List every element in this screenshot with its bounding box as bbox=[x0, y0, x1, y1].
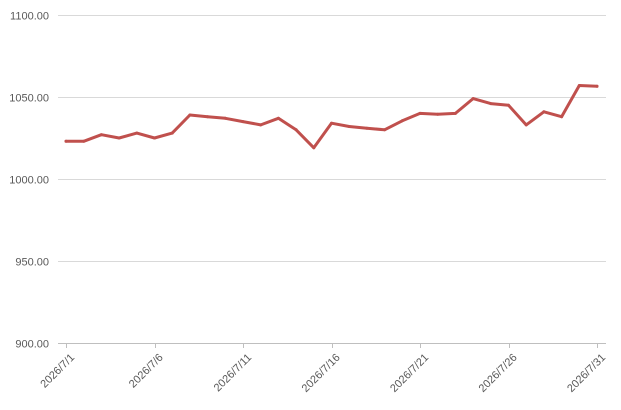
data-point bbox=[312, 146, 316, 150]
y-tick-label: 900.00 bbox=[15, 339, 49, 351]
data-point bbox=[206, 115, 210, 119]
x-tick-label: 2026/7/31 bbox=[565, 352, 608, 395]
x-axis bbox=[58, 343, 606, 348]
data-point bbox=[294, 128, 298, 132]
data-point bbox=[170, 131, 174, 135]
y-tick-label: 1050.00 bbox=[9, 93, 49, 105]
data-point bbox=[365, 126, 369, 130]
gridlines bbox=[58, 15, 606, 262]
data-point bbox=[542, 110, 546, 114]
x-tick-label: 2026/7/21 bbox=[388, 352, 431, 395]
data-point bbox=[595, 84, 599, 88]
data-point bbox=[471, 97, 475, 101]
data-point bbox=[241, 120, 245, 124]
data-point bbox=[64, 139, 68, 143]
y-tick-label: 1100.00 bbox=[10, 11, 49, 23]
data-point bbox=[418, 111, 422, 115]
x-axis-tick-labels: 2026/7/1 2026/7/6 2026/7/11 2026/7/16 2026/7… bbox=[38, 352, 608, 395]
data-point bbox=[453, 111, 457, 115]
data-point bbox=[223, 116, 227, 120]
data-point bbox=[383, 128, 387, 132]
x-tick-label: 2026/7/1 bbox=[38, 352, 77, 391]
data-point bbox=[507, 103, 510, 107]
data-point bbox=[153, 136, 156, 140]
data-point bbox=[560, 115, 564, 119]
x-tick-label: 2026/7/6 bbox=[127, 352, 166, 391]
data-point bbox=[347, 125, 351, 128]
data-point bbox=[117, 136, 121, 140]
data-point bbox=[135, 131, 139, 135]
data-point bbox=[82, 139, 86, 143]
data-point bbox=[259, 123, 263, 127]
x-tick-label: 2026/7/26 bbox=[477, 352, 520, 395]
data-point bbox=[436, 112, 440, 116]
data-point bbox=[489, 102, 493, 106]
data-point bbox=[524, 123, 528, 127]
data-point bbox=[276, 116, 280, 120]
data-point bbox=[577, 84, 581, 87]
y-tick-label: 950.00 bbox=[15, 257, 49, 269]
x-tick-label: 2026/7/16 bbox=[300, 352, 343, 395]
x-tick-label: 2026/7/11 bbox=[212, 352, 255, 395]
series-lines bbox=[64, 84, 599, 150]
series-line bbox=[64, 84, 599, 150]
data-point bbox=[99, 133, 103, 137]
data-point bbox=[400, 119, 404, 123]
y-tick-label: 1000.00 bbox=[9, 175, 49, 187]
data-point bbox=[330, 121, 333, 125]
y-axis-tick-labels: 900.00 950.00 1000.00 1050.00 1100.00 bbox=[9, 11, 49, 351]
data-point bbox=[188, 113, 192, 117]
